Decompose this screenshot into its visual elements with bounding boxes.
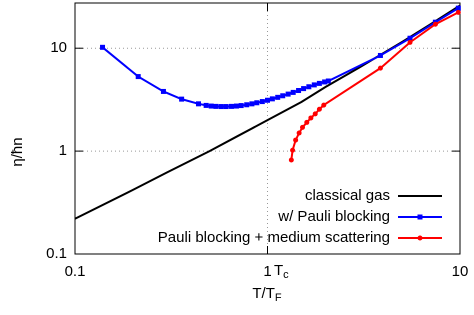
marker <box>308 115 314 121</box>
marker <box>213 103 219 109</box>
marker <box>325 78 331 84</box>
series-line <box>74 4 461 220</box>
marker <box>285 91 291 97</box>
marker <box>304 119 310 125</box>
marker <box>293 137 299 143</box>
marker <box>455 9 461 15</box>
legend-label: Pauli blocking + medium scattering <box>158 229 390 246</box>
plot-frame <box>74 2 461 255</box>
marker <box>238 103 244 109</box>
series-line <box>101 7 459 108</box>
marker <box>316 80 322 86</box>
marker <box>280 93 286 99</box>
marker <box>160 88 166 94</box>
y-tick-label: 1 <box>59 142 67 159</box>
marker <box>322 79 328 85</box>
marker <box>223 104 229 110</box>
y-axis-label: η/ħn <box>9 137 26 166</box>
x-axis-label-text: T/T <box>252 285 275 302</box>
marker <box>179 96 185 102</box>
y-tick-label: 0.1 <box>46 245 67 262</box>
marker <box>407 35 413 41</box>
marker <box>296 88 302 94</box>
marker <box>455 5 461 11</box>
marker <box>311 82 317 88</box>
marker <box>290 147 296 153</box>
tc-label: Tc <box>274 262 289 281</box>
marker <box>275 94 281 100</box>
marker <box>249 101 255 107</box>
legend-label: w/ Pauli blocking <box>277 208 390 225</box>
marker <box>135 74 141 80</box>
marker <box>407 39 413 45</box>
marker <box>377 65 383 71</box>
marker <box>432 21 438 27</box>
marker <box>233 103 239 109</box>
marker <box>321 102 327 108</box>
marker <box>195 101 201 107</box>
x-axis-label: T/TF <box>252 285 282 304</box>
marker <box>218 104 224 110</box>
marker <box>316 106 322 112</box>
marker <box>290 89 296 95</box>
marker <box>300 124 306 130</box>
marker <box>312 111 318 117</box>
marker <box>100 44 106 50</box>
x-tick-label: 0.1 <box>65 263 86 280</box>
marker <box>244 102 250 108</box>
marker <box>259 99 265 105</box>
marker <box>265 97 270 103</box>
tc-label-text: T <box>274 262 283 279</box>
x-tick-label: 1 <box>263 263 271 280</box>
legend-marker <box>417 214 423 220</box>
marker <box>377 52 383 58</box>
marker <box>301 86 307 92</box>
x-axis-label-sub: F <box>275 292 282 304</box>
marker <box>228 103 234 109</box>
marker <box>288 157 294 163</box>
marker <box>296 130 302 136</box>
marker <box>306 84 312 90</box>
marker <box>203 102 209 108</box>
legend-label: classical gas <box>305 187 390 204</box>
x-tick-label: 10 <box>452 263 469 280</box>
marker <box>269 96 275 102</box>
y-tick-label: 10 <box>50 39 67 56</box>
marker <box>254 100 260 106</box>
legend-marker <box>417 235 423 241</box>
marker <box>208 103 214 109</box>
tc-label-sub: c <box>283 269 289 281</box>
